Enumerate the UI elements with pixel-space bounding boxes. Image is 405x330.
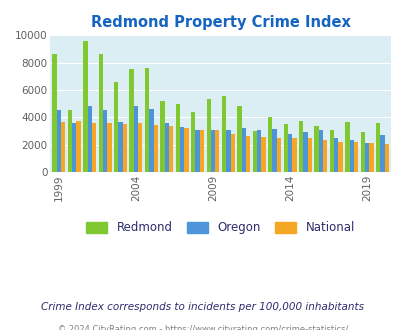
Bar <box>199 130 204 172</box>
Bar <box>375 123 379 172</box>
Bar <box>153 125 158 172</box>
Bar <box>313 126 318 172</box>
Bar <box>98 54 103 172</box>
Bar <box>303 132 307 172</box>
Bar <box>384 144 388 172</box>
Bar <box>360 132 364 172</box>
Bar <box>61 122 65 172</box>
Bar <box>353 142 357 172</box>
Bar <box>379 135 384 172</box>
Bar <box>149 109 153 172</box>
Bar <box>237 106 241 172</box>
Bar <box>134 106 138 172</box>
Bar <box>206 99 210 172</box>
Bar <box>210 130 215 172</box>
Bar <box>52 54 57 172</box>
Bar <box>83 42 87 172</box>
Bar <box>145 68 149 172</box>
Bar <box>87 106 92 172</box>
Bar <box>256 130 261 172</box>
Text: Crime Index corresponds to incidents per 100,000 inhabitants: Crime Index corresponds to incidents per… <box>41 302 364 312</box>
Bar <box>344 122 349 172</box>
Bar <box>191 113 195 172</box>
Bar <box>241 127 245 172</box>
Bar <box>138 123 142 172</box>
Bar <box>252 131 256 172</box>
Bar <box>122 124 127 172</box>
Text: © 2024 CityRating.com - https://www.cityrating.com/crime-statistics/: © 2024 CityRating.com - https://www.city… <box>58 325 347 330</box>
Bar <box>261 137 265 172</box>
Bar <box>107 123 111 172</box>
Bar <box>226 130 230 172</box>
Bar <box>329 130 333 172</box>
Bar <box>103 110 107 172</box>
Bar <box>369 143 373 172</box>
Bar <box>292 138 296 172</box>
Bar <box>129 70 134 172</box>
Bar <box>307 138 311 172</box>
Bar <box>318 130 322 172</box>
Bar <box>92 123 96 172</box>
Bar <box>164 123 168 172</box>
Bar <box>175 104 179 172</box>
Bar <box>72 123 76 172</box>
Bar <box>184 128 188 172</box>
Bar <box>322 141 326 172</box>
Title: Redmond Property Crime Index: Redmond Property Crime Index <box>91 15 350 30</box>
Bar <box>118 122 122 172</box>
Bar <box>364 143 369 172</box>
Bar <box>338 142 342 172</box>
Bar <box>168 126 173 172</box>
Bar <box>222 96 226 172</box>
Bar <box>179 127 184 172</box>
Bar <box>57 111 61 172</box>
Bar <box>333 138 338 172</box>
Bar <box>230 134 234 172</box>
Bar <box>298 121 303 172</box>
Bar <box>245 136 249 172</box>
Bar <box>287 134 292 172</box>
Bar <box>349 140 353 172</box>
Bar <box>195 130 199 172</box>
Bar <box>272 129 276 172</box>
Bar <box>283 124 287 172</box>
Bar <box>114 82 118 172</box>
Bar <box>276 138 280 172</box>
Legend: Redmond, Oregon, National: Redmond, Oregon, National <box>86 221 354 235</box>
Bar <box>215 130 219 172</box>
Bar <box>68 111 72 172</box>
Bar <box>76 121 81 172</box>
Bar <box>160 101 164 172</box>
Bar <box>268 117 272 172</box>
